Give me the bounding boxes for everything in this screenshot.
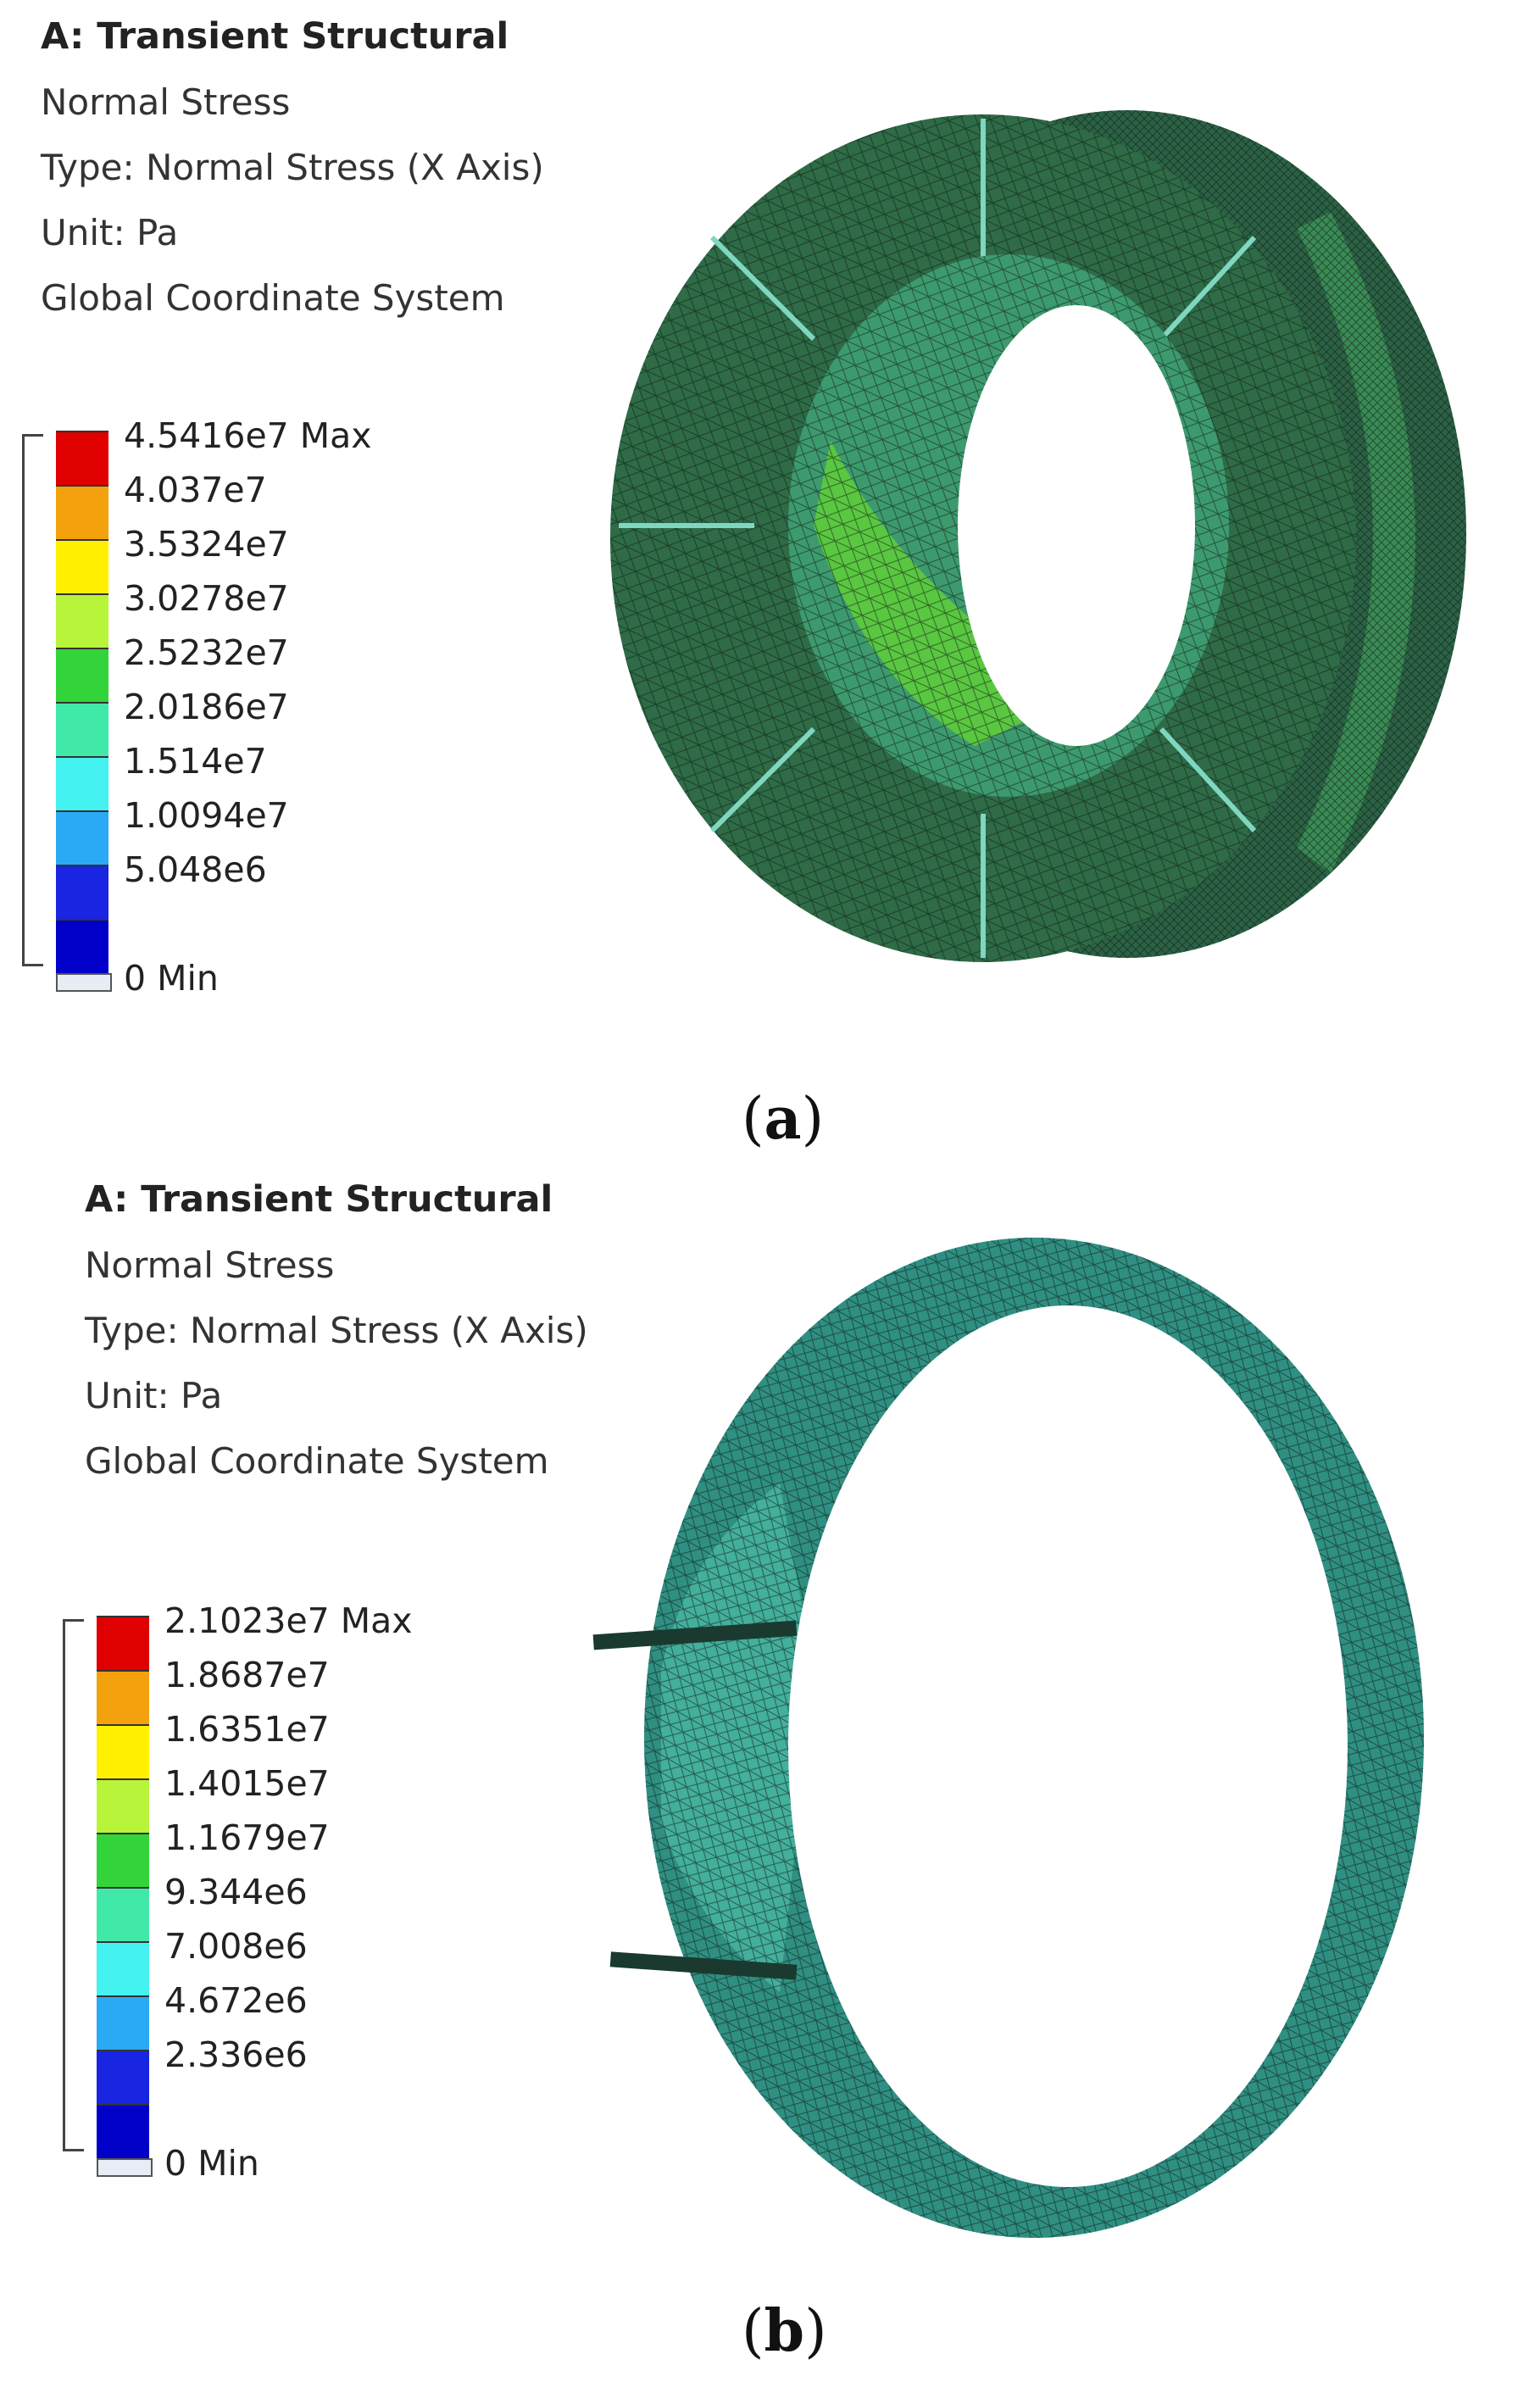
coordinate-system: Global Coordinate System [85, 1440, 549, 1482]
legend-value: 2.5232e7 [124, 632, 289, 673]
legend-value: 2.336e6 [164, 2034, 308, 2075]
legend-color-bar [56, 431, 112, 992]
legend-swatch [97, 1995, 149, 2051]
legend-swatch [97, 1616, 149, 1672]
legend-value: 1.8687e7 [164, 1655, 330, 1695]
legend-bracket [63, 1619, 84, 2151]
legend-value: 9.344e6 [164, 1872, 308, 1912]
legend-swatch [56, 702, 108, 758]
legend-value: 2.1023e7 Max [164, 1600, 413, 1641]
legend-value: 1.4015e7 [164, 1763, 330, 1804]
legend-swatch [97, 1724, 149, 1780]
legend-swatch [97, 1887, 149, 1943]
legend-value: 4.037e7 [124, 470, 267, 510]
legend-value: 3.5324e7 [124, 524, 289, 565]
legend-swatch [56, 648, 108, 704]
legend-swatch [56, 756, 108, 812]
legend-value: 1.514e7 [124, 741, 267, 782]
legend-bracket [22, 434, 43, 966]
legend-value: 1.0094e7 [124, 795, 289, 836]
analysis-title: A: Transient Structural [41, 15, 509, 58]
legend-swatch [56, 919, 108, 975]
legend-value: 5.048e6 [124, 849, 267, 890]
legend-swatch [56, 865, 108, 921]
ring-hole [788, 1305, 1348, 2187]
legend-min-swatch [56, 973, 112, 992]
caption-a: (a) [742, 1085, 825, 1153]
slot-marks [592, 1620, 798, 1980]
result-type: Type: Normal Stress (X Axis) [41, 147, 544, 188]
analysis-title: A: Transient Structural [85, 1178, 553, 1221]
legend-min-swatch [97, 2158, 153, 2177]
result-name: Normal Stress [85, 1244, 335, 1286]
legend-value: 4.5416e7 Max [124, 415, 372, 456]
coordinate-system: Global Coordinate System [41, 277, 505, 319]
legend-swatch [97, 2050, 149, 2106]
legend-value: 0 Min [164, 2143, 259, 2184]
center-hole [958, 305, 1195, 746]
legend-value: 1.6351e7 [164, 1709, 330, 1750]
fea-model-b [592, 1238, 1424, 2238]
legend-value: 4.672e6 [164, 1980, 308, 2021]
result-unit: Unit: Pa [85, 1375, 223, 1416]
result-type: Type: Normal Stress (X Axis) [85, 1310, 588, 1351]
slot-lines [619, 119, 1257, 958]
legend-value: 2.0186e7 [124, 687, 289, 727]
caption-b: (b) [742, 2297, 827, 2365]
result-name: Normal Stress [41, 81, 291, 123]
legend-swatch [97, 1941, 149, 1997]
fea-model-a [610, 110, 1466, 962]
legend-swatch [97, 1778, 149, 1834]
legend-color-bar [97, 1616, 153, 2177]
legend-swatch [56, 431, 108, 487]
result-info-b: A: Transient Structural Normal Stress Ty… [85, 1178, 588, 1482]
legend-value: 7.008e6 [164, 1926, 308, 1967]
legend-value: 3.0278e7 [124, 578, 289, 619]
legend-value: 1.1679e7 [164, 1817, 330, 1858]
panel-b: A: Transient Structural Normal Stress Ty… [0, 1178, 1540, 2382]
legend-swatch [97, 1833, 149, 1889]
legend-swatch [56, 810, 108, 866]
legend-value: 0 Min [124, 958, 219, 999]
panel-a: A: Transient Structural Normal Stress Ty… [0, 0, 1540, 1178]
legend-swatch [56, 485, 108, 541]
legend-swatch [56, 539, 108, 595]
legend-swatch [56, 593, 108, 649]
result-unit: Unit: Pa [41, 212, 179, 253]
legend-swatch [97, 2104, 149, 2160]
legend-swatch [97, 1670, 149, 1726]
result-info-a: A: Transient Structural Normal Stress Ty… [41, 15, 544, 319]
side-rim-mesh [1297, 212, 1415, 873]
